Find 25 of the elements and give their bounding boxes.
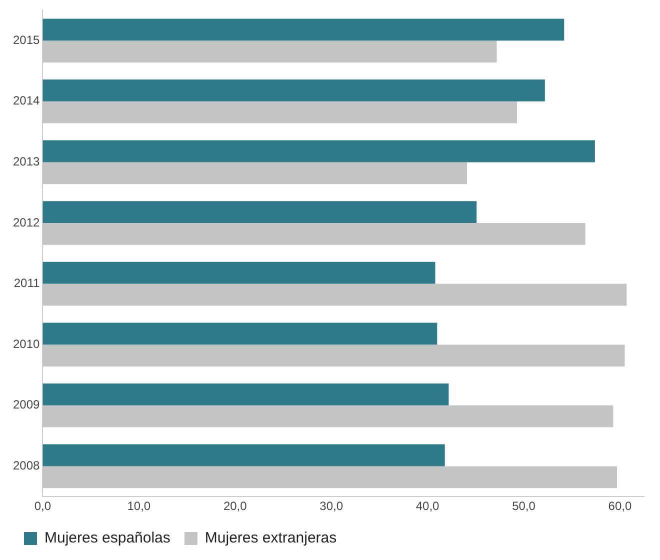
x-tick-label: 20,0 (223, 499, 248, 514)
legend-label: Mujeres españolas (44, 530, 170, 547)
y-tick-label: 2013 (12, 154, 40, 169)
bar (42, 444, 445, 466)
bar (42, 384, 449, 406)
bar (42, 18, 564, 41)
y-tick-label: 2010 (12, 336, 40, 351)
x-tick-label: 30,0 (320, 499, 344, 514)
x-tick-label: 40,0 (416, 499, 440, 514)
x-tick-label: 50,0 (512, 499, 536, 514)
y-tick-label: 2012 (12, 215, 40, 230)
bar (42, 262, 436, 284)
y-tick-label: 2014 (12, 94, 40, 108)
bar (42, 140, 595, 162)
legend-label: Mujeres extranjeras (204, 530, 337, 547)
y-tick-label: 2009 (12, 398, 40, 412)
y-tick-label: 2008 (12, 458, 40, 473)
bar (42, 201, 477, 223)
bar (42, 80, 545, 102)
bar (42, 322, 438, 345)
y-tick-label: 2011 (14, 276, 40, 290)
x-tick-label: 0,0 (34, 499, 52, 514)
y-tick-label: 2015 (12, 32, 40, 47)
x-tick-label: 60,0 (608, 499, 632, 514)
x-tick-label: 10,0 (127, 499, 151, 514)
